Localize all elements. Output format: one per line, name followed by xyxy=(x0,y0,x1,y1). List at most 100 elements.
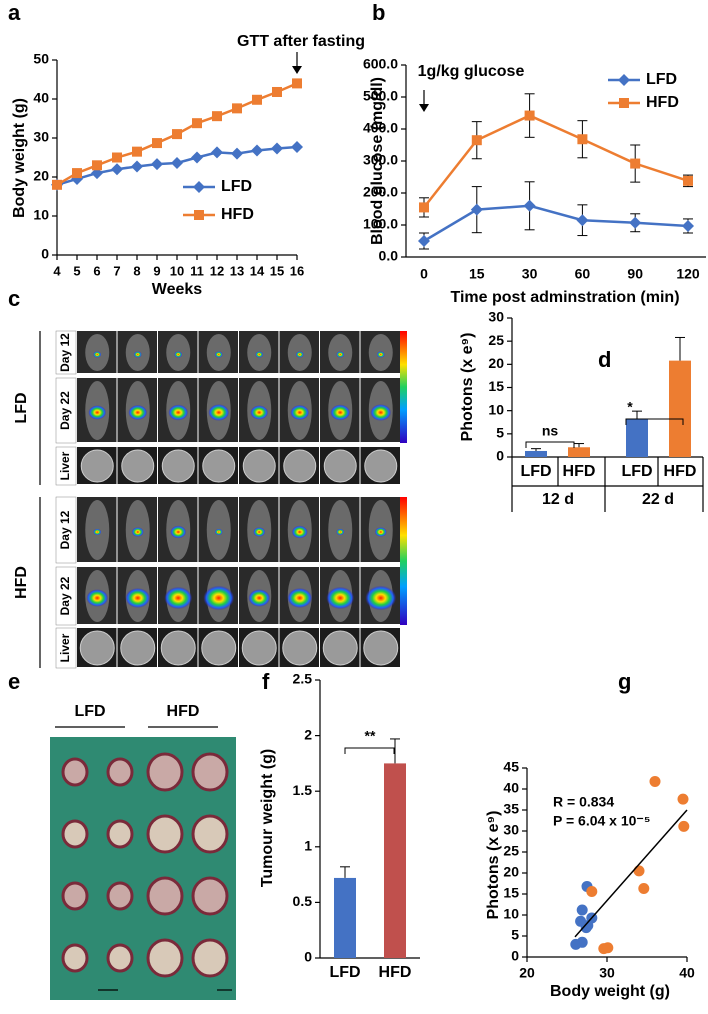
signal xyxy=(290,404,310,421)
panel-letter: g xyxy=(618,669,631,694)
liver-dish xyxy=(80,449,114,483)
liver-dish xyxy=(322,630,358,666)
marker xyxy=(629,216,642,229)
photo-group-label: HFD xyxy=(167,703,200,720)
marker xyxy=(52,179,62,190)
marker xyxy=(194,210,204,220)
row-label-box xyxy=(55,566,77,626)
point xyxy=(576,904,588,916)
signal xyxy=(131,527,144,537)
marker xyxy=(471,135,482,146)
y-tick-label: 30 xyxy=(33,129,49,145)
tumour xyxy=(61,943,89,973)
marker xyxy=(172,129,182,140)
marker xyxy=(618,74,630,86)
y-tick-label: 1.5 xyxy=(293,782,313,798)
y-tick-label: 300.0 xyxy=(363,152,398,168)
y-tick-label: 0 xyxy=(41,246,49,262)
y-tick-label: 25 xyxy=(488,332,504,348)
marker xyxy=(152,138,162,149)
marker xyxy=(191,151,203,164)
y-axis-label: Body weight (g) xyxy=(11,98,28,218)
signal xyxy=(253,527,266,537)
x-tick-label: HFD xyxy=(379,964,412,981)
x-tick-label: 11 xyxy=(190,263,204,278)
row-label-box xyxy=(55,330,77,375)
x-axis-label: Time post adminstration (min) xyxy=(450,289,679,306)
tumour xyxy=(106,819,134,849)
x-tick-label: 6 xyxy=(93,263,100,278)
y-tick-label: 100.0 xyxy=(363,216,398,232)
error-bar xyxy=(574,443,584,448)
liver-dish xyxy=(160,630,196,666)
error-bar xyxy=(675,336,685,361)
x-tick-label: 16 xyxy=(290,263,304,278)
error-bar xyxy=(390,738,400,764)
marker xyxy=(291,140,303,153)
panel-letter: e xyxy=(8,669,20,694)
signal xyxy=(330,404,351,421)
y-tick-label: 500.0 xyxy=(363,88,398,104)
signal xyxy=(88,405,107,420)
signal xyxy=(86,589,109,607)
tumour xyxy=(146,752,184,792)
x-tick-label: 13 xyxy=(230,263,244,278)
liver-dish xyxy=(283,449,317,483)
series-line xyxy=(423,204,689,243)
liver-dish xyxy=(282,630,318,666)
signal xyxy=(376,351,385,358)
y-tick-label: 0 xyxy=(511,948,519,964)
point xyxy=(677,793,689,805)
signal xyxy=(214,351,223,358)
significance: ns xyxy=(542,423,559,439)
significance: ** xyxy=(365,728,376,744)
signal xyxy=(208,404,230,421)
photo-group-label: LFD xyxy=(74,703,105,720)
tumour xyxy=(191,876,229,916)
marker xyxy=(252,94,262,105)
image-row-label: Day 12 xyxy=(58,333,72,372)
x-tick-label: 0 xyxy=(420,266,428,282)
liver-dish xyxy=(241,630,277,666)
series-line xyxy=(423,114,689,209)
signal xyxy=(370,404,392,421)
x-tick-label: 120 xyxy=(676,266,700,282)
y-tick-label: 0.0 xyxy=(379,248,399,264)
y-tick-label: 600.0 xyxy=(363,56,398,72)
x-tick-label: 5 xyxy=(73,263,80,278)
x-tick-label: 15 xyxy=(469,266,485,282)
marker xyxy=(171,156,183,169)
liver-dish xyxy=(120,630,156,666)
liver-dish xyxy=(363,630,399,666)
signal xyxy=(287,588,313,608)
x-tick-label: 60 xyxy=(575,266,591,282)
panel-letter: a xyxy=(8,0,21,25)
marker xyxy=(211,146,223,159)
y-axis-label: Photons (x e⁹) xyxy=(459,333,476,442)
x-tick-label: HFD xyxy=(664,463,697,480)
signal xyxy=(291,525,308,539)
marker xyxy=(418,235,430,247)
signal xyxy=(203,585,235,611)
image-row-label: Day 22 xyxy=(58,391,72,430)
row-label-box xyxy=(55,377,77,444)
tumour xyxy=(191,814,229,854)
y-tick-label: 20 xyxy=(33,168,49,184)
marker xyxy=(212,111,222,122)
image-row-label: Liver xyxy=(58,451,72,480)
panel-letter: f xyxy=(262,669,270,694)
marker xyxy=(630,158,641,169)
tumour xyxy=(106,881,134,911)
marker xyxy=(683,175,693,186)
x-tick-label: 14 xyxy=(250,263,265,278)
x-tick-label: 4 xyxy=(53,263,61,278)
bar xyxy=(626,418,648,457)
statistic: P = 6.04 x 10⁻⁵ xyxy=(553,813,650,829)
error-bar xyxy=(632,410,642,419)
trend-line xyxy=(574,809,688,938)
x-tick-label: HFD xyxy=(563,463,596,480)
signal xyxy=(93,351,102,358)
marker xyxy=(524,110,535,121)
y-tick-label: 20 xyxy=(488,355,504,371)
